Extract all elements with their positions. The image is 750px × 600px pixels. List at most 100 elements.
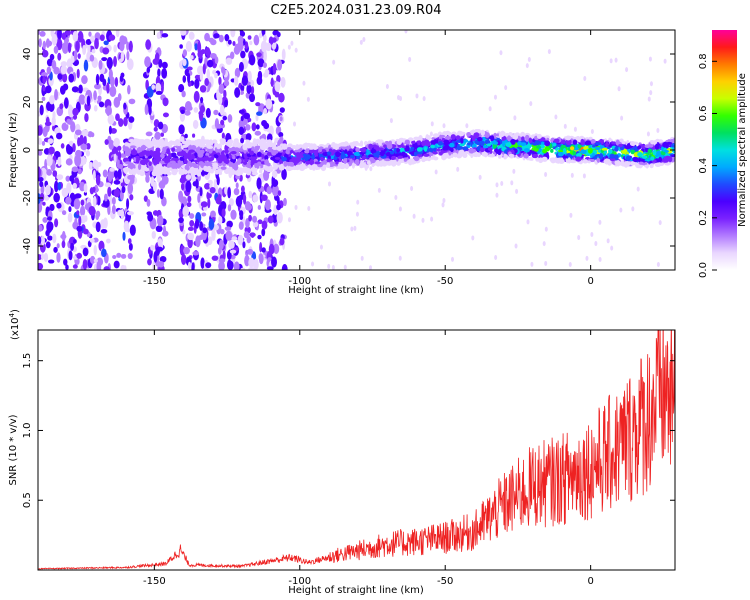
spectrogram-noise-cell — [145, 131, 153, 137]
spectrogram-signal-cell — [301, 165, 308, 170]
spectrogram-noise-cell — [49, 203, 55, 212]
spectrogram-noise-cell — [185, 40, 192, 52]
spectrogram-noise-cell — [94, 37, 99, 50]
spectrogram-signal-cell — [284, 153, 289, 158]
spectrogram-signal-cell — [214, 169, 220, 175]
spectrogram-noise-cell — [121, 185, 126, 194]
spectrogram-noise-cell — [429, 131, 433, 137]
spectrogram-noise-cell — [110, 76, 115, 87]
spectrogram-noise-cell — [82, 44, 87, 55]
spectrogram-noise-cell — [327, 181, 331, 187]
spectrogram-noise-cell — [255, 113, 259, 122]
spectrogram-signal-cell — [623, 161, 629, 168]
spectrogram-signal-cell — [424, 140, 431, 147]
spectrogram-signal-cell — [460, 137, 464, 144]
spectrogram-noise-cell — [606, 238, 610, 244]
spectrogram-signal-cell — [490, 153, 495, 158]
spectrogram-signal-cell — [352, 142, 360, 147]
spectrogram-signal-cell — [430, 144, 436, 149]
spectrogram-noise-cell — [500, 180, 504, 186]
spectrogram-noise-cell — [499, 50, 503, 56]
spectrogram-noise-cell — [240, 137, 245, 144]
spectrogram-signal-cell — [151, 137, 156, 144]
spectrogram-noise-cell — [421, 217, 425, 223]
spectrogram-signal-cell — [308, 149, 314, 153]
spectrogram-signal-cell — [131, 149, 138, 156]
spectrogram-noise-cell — [504, 85, 508, 91]
spectrogram-noise-cell — [157, 238, 163, 247]
spectrogram-signal-cell — [601, 147, 608, 151]
spectrogram-signal-cell — [552, 143, 557, 147]
spectrogram-signal-cell — [671, 154, 675, 158]
spectrogram-signal-cell — [285, 165, 290, 171]
spectrogram-signal-cell — [183, 155, 189, 160]
spectrogram-noise-cell — [159, 255, 167, 263]
spectrogram-noise-cell — [194, 218, 200, 229]
spectrogram-noise-cell — [223, 80, 230, 87]
spectrogram-signal-cell — [614, 154, 619, 161]
spectrogram-noise-cell — [225, 230, 233, 241]
spectrogram-signal-cell — [173, 157, 180, 162]
spectrogram-x-ticks: -150 -100 -50 0 — [143, 30, 594, 287]
spectrogram-signal-cell — [523, 148, 530, 153]
spectrogram-noise-cell — [54, 88, 58, 101]
spectrogram-signal-cell — [318, 149, 322, 152]
spectrogram-noise-cell — [570, 172, 574, 178]
spectrogram-noise-cell — [271, 37, 277, 43]
spectrogram-noise-cell — [108, 34, 116, 41]
spectrogram-noise-cell — [272, 184, 280, 197]
spectrogram-signal-cell — [665, 143, 670, 149]
spectrogram-noise-cell — [101, 248, 107, 258]
spectrogram-noise-cell — [527, 57, 531, 63]
spectrogram-noise-cell — [265, 98, 273, 110]
spectrogram-noise-cell — [218, 215, 223, 225]
spectrogram-noise-cell — [66, 118, 72, 124]
spectrogram-signal-cell — [164, 137, 168, 145]
spectrogram-signal-cell — [133, 141, 138, 146]
spectrogram-noise-cell — [88, 161, 93, 170]
spectrogram-signal-cell — [128, 138, 135, 143]
spectrogram-noise-cell — [226, 220, 233, 228]
spectrogram-noise-cell — [277, 59, 283, 71]
spectrogram-signal-cell — [290, 163, 295, 167]
spectrogram-signal-cell — [562, 155, 568, 159]
spectrogram-noise-cell — [590, 232, 594, 238]
spectrogram-noise-cell — [246, 84, 252, 94]
spectrogram-noise-cell — [252, 221, 259, 228]
spectrogram-noise-cell — [38, 224, 43, 232]
spectrogram-signal-cell — [311, 154, 316, 160]
spectrogram-noise-cell — [514, 243, 518, 249]
spectrogram-signal-cell — [577, 144, 582, 149]
spectrogram-noise-cell — [38, 176, 44, 182]
spectrogram-noise-cell — [102, 47, 110, 55]
spectrogram-signal-cell — [404, 139, 410, 146]
spectrogram-signal-cell — [359, 163, 364, 169]
spectrogram-noise-cell — [248, 54, 256, 66]
spectrogram-signal-cell — [462, 146, 469, 151]
spectrogram-signal-cell — [403, 153, 408, 158]
spectrogram-noise-cell — [216, 123, 223, 129]
spectrogram-noise-cell — [69, 175, 75, 182]
spectrogram-signal-cell — [569, 146, 575, 151]
spectrogram-noise-cell — [217, 246, 222, 255]
spectrogram-noise-cell — [100, 219, 106, 229]
spectrogram-signal-cell — [224, 149, 229, 154]
spectrogram-noise-cell — [100, 228, 108, 234]
spectrogram-noise-cell — [61, 122, 69, 132]
spectrogram-noise-cell — [302, 80, 306, 86]
spectrogram-noise-cell — [97, 95, 102, 102]
spectrogram-signal-cell — [510, 138, 516, 145]
spectrogram-noise-cell — [258, 253, 264, 265]
spectrogram-signal-cell — [396, 147, 400, 153]
spectrogram-noise-cell — [526, 219, 530, 225]
spectrogram-signal-cell — [212, 162, 219, 169]
spectrogram-signal-cell — [561, 139, 566, 144]
spectrogram-noise-cell — [76, 252, 83, 259]
spectrogram-signal-cell — [199, 143, 204, 148]
spectrogram-signal-cell — [266, 152, 272, 156]
spectrogram-noise-cell — [147, 213, 154, 222]
spectrogram-signal-cell — [140, 144, 147, 151]
spectrogram-noise-cell — [268, 243, 275, 255]
spectrogram-noise-cell — [39, 192, 45, 202]
spectrogram-noise-cell — [145, 175, 150, 183]
